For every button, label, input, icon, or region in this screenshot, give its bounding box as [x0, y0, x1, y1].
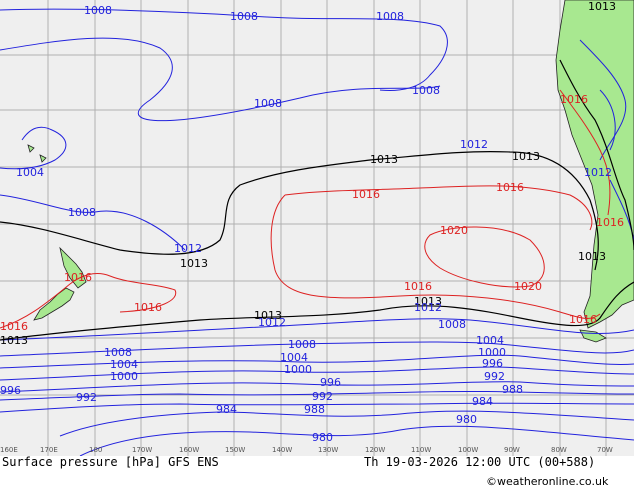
lon-label: 160E — [0, 446, 18, 454]
lon-label: 130W — [318, 446, 338, 454]
lon-label: 150W — [225, 446, 245, 454]
isobar-label: 1012 — [258, 316, 286, 329]
south-america-land — [555, 0, 634, 329]
isobar-label: 988 — [304, 403, 325, 416]
isobar-label: 1008 — [104, 346, 132, 359]
isobar-label: 1013 — [512, 150, 540, 163]
lon-label: 160W — [179, 446, 199, 454]
isobar-label: 1016 — [404, 280, 432, 293]
isobar-label: 1000 — [478, 346, 506, 359]
fiji-islands — [27, 144, 47, 163]
isobar-label: 1020 — [514, 280, 542, 293]
isobar-label: 984 — [216, 403, 237, 416]
isobar-label: 1008 — [84, 4, 112, 17]
isobar-label: 988 — [502, 383, 523, 396]
isobar-label: 1008 — [254, 97, 282, 110]
isobar-label: 1008 — [438, 318, 466, 331]
isobar-label: 1016 — [352, 188, 380, 201]
isobar-label: 1013 — [588, 0, 616, 13]
isobar-label: 1016 — [0, 320, 28, 333]
isobar-label: 1016 — [569, 313, 597, 326]
isobar-label: 1013 — [414, 295, 442, 308]
isobar-label: 984 — [472, 395, 493, 408]
isobar-label: 1004 — [16, 166, 44, 179]
lon-label: 170W — [132, 446, 152, 454]
isobar-label: 992 — [312, 390, 333, 403]
isobar-label: 992 — [484, 370, 505, 383]
isobar-label: 1004 — [476, 334, 504, 347]
isobar-label: 1016 — [596, 216, 624, 229]
ocean-background — [0, 0, 634, 456]
isobar-labels: 1013 1008 1008 1008 1008 1008 1016 1012 … — [0, 0, 624, 444]
isobar-label: 1012 — [174, 242, 202, 255]
isobar-label: 1008 — [230, 10, 258, 23]
isobar-label: 1012 — [584, 166, 612, 179]
lon-label: 70W — [597, 446, 613, 454]
isobar-label: 1013 — [0, 334, 28, 347]
credit: ©weatheronline.co.uk — [486, 475, 609, 488]
isobar-label: 1013 — [254, 309, 282, 322]
isobar-label: 980 — [456, 413, 477, 426]
isobar-label: 996 — [320, 376, 341, 389]
isobar-label: 1016 — [64, 271, 92, 284]
lon-label: 100W — [458, 446, 478, 454]
isobars-high — [0, 89, 611, 329]
isobar-label: 992 — [76, 391, 97, 404]
isobar-label: 1008 — [412, 84, 440, 97]
isobar-label: 1013 — [578, 250, 606, 263]
isobar-label: 980 — [312, 431, 333, 444]
map-title: Surface pressure [hPa] GFS ENS — [2, 455, 219, 469]
isobar-label: 1008 — [288, 338, 316, 351]
valid-time: Th 19-03-2026 12:00 UTC (00+588) — [364, 455, 595, 469]
isobar-label: 1008 — [376, 10, 404, 23]
lon-label: 80W — [551, 446, 567, 454]
isobar-label: 1013 — [370, 153, 398, 166]
isobar-label: 1020 — [440, 224, 468, 237]
lon-label: 120W — [365, 446, 385, 454]
isobar-label: 1012 — [414, 301, 442, 314]
isobars-mid — [0, 59, 634, 341]
lon-label: 170E — [40, 446, 58, 454]
isobar-label: 1016 — [134, 301, 162, 314]
lon-label: 110W — [411, 446, 431, 454]
isobar-label: 1004 — [110, 358, 138, 371]
lon-label: 140W — [272, 446, 292, 454]
isobar-label: 1012 — [460, 138, 488, 151]
isobar-label: 1000 — [110, 370, 138, 383]
isobar-label: 1008 — [68, 206, 96, 219]
lon-label: 180 — [89, 446, 102, 454]
isobar-label: 1016 — [496, 181, 524, 194]
isobars-low — [0, 8, 634, 457]
isobar-label: 1004 — [280, 351, 308, 364]
lon-label: 90W — [504, 446, 520, 454]
isobar-label: 996 — [482, 357, 503, 370]
footer-bar — [0, 456, 634, 490]
isobar-label: 1013 — [180, 257, 208, 270]
new-zealand-south-island — [33, 287, 75, 321]
longitude-labels: 160E 170E 180 170W 160W 150W 140W 130W 1… — [0, 446, 613, 454]
isobar-label: 1016 — [560, 93, 588, 106]
graticule — [0, 0, 634, 456]
isobar-label: 996 — [0, 384, 21, 397]
isobar-label: 1000 — [284, 363, 312, 376]
